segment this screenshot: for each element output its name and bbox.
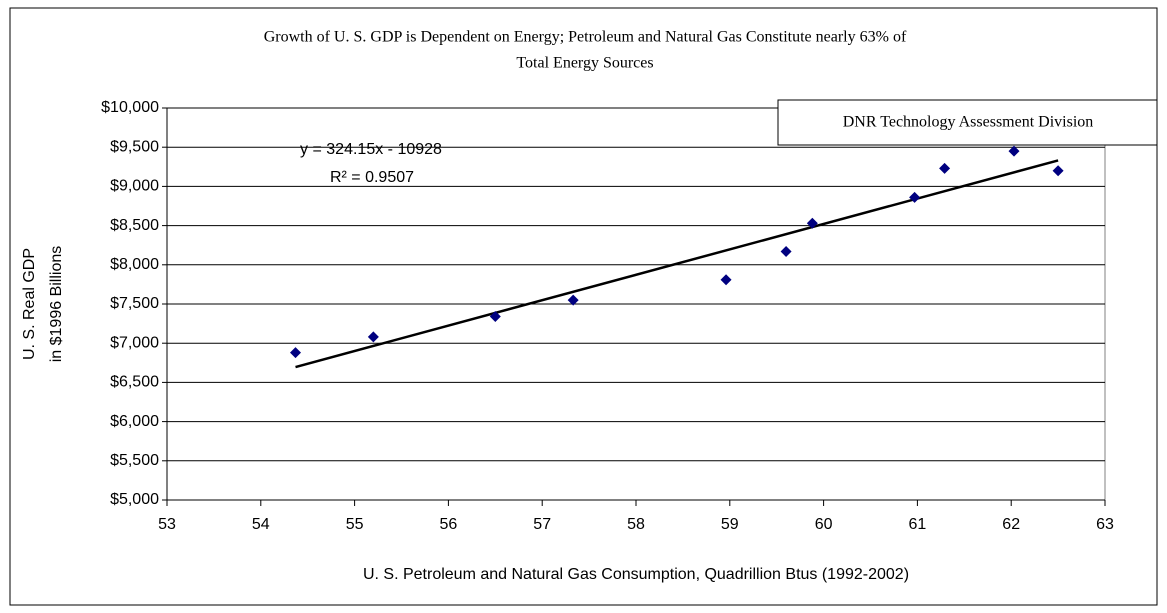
point [806, 217, 818, 229]
x-tick-label: 54 [252, 516, 270, 533]
point [780, 245, 792, 257]
x-tick-label: 58 [627, 516, 645, 533]
x-axis-label: U. S. Petroleum and Natural Gas Consumpt… [363, 566, 909, 583]
chart-title: Growth of U. S. GDP is Dependent on Ener… [264, 29, 907, 46]
y-axis-label: U. S. Real GDP [21, 248, 38, 360]
y-tick-label: $10,000 [101, 99, 159, 116]
y-tick-label: $5,000 [110, 491, 159, 508]
y-tick-label: $7,000 [110, 334, 159, 351]
x-tick-label: 55 [346, 516, 364, 533]
trendline-equation: y = 324.15x - 10928 [300, 141, 442, 158]
annotation: DNR Technology Assessment Division [843, 114, 1094, 131]
x-tick-label: 59 [721, 516, 739, 533]
x-tick-label: 61 [909, 516, 927, 533]
point [1052, 165, 1064, 177]
y-tick-label: $7,500 [110, 295, 159, 312]
y-tick-label: $9,000 [110, 178, 159, 195]
point [367, 331, 379, 343]
x-tick-label: 56 [440, 516, 458, 533]
trendline [295, 159, 1059, 369]
x-tick-label: 62 [1002, 516, 1020, 533]
point [720, 274, 732, 286]
point [939, 162, 951, 174]
y-tick-label: $8,000 [110, 256, 159, 273]
annotation-box [777, 99, 1158, 146]
y-axis-label: in $1996 Billions [48, 246, 65, 363]
x-tick-label: 60 [815, 516, 833, 533]
y-tick-label: $6,500 [110, 374, 159, 391]
point [567, 294, 579, 306]
point [909, 191, 921, 203]
point [290, 347, 302, 359]
point [489, 311, 501, 323]
y-tick-label: $6,000 [110, 413, 159, 430]
y-tick-label: $5,500 [110, 452, 159, 469]
x-tick-label: 53 [158, 516, 176, 533]
y-tick-label: $8,500 [110, 217, 159, 234]
y-tick-label: $9,500 [110, 138, 159, 155]
point [1008, 145, 1020, 157]
x-tick-label: 63 [1096, 516, 1114, 533]
chart-title: Total Energy Sources [516, 55, 653, 72]
x-tick-label: 57 [533, 516, 551, 533]
trendline-r2: R² = 0.9507 [330, 169, 414, 186]
